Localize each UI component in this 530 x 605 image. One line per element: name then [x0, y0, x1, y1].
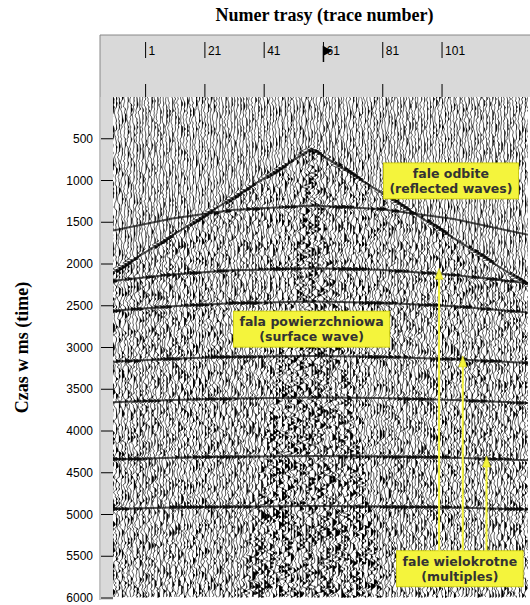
- seismic-event: [113, 456, 528, 460]
- x-tick: [442, 84, 443, 97]
- y-tick: [101, 472, 113, 473]
- ruler-edge: [100, 35, 101, 600]
- x-tick-label: 41: [267, 44, 281, 58]
- x-tick: [145, 84, 146, 97]
- x-tick: [145, 42, 146, 58]
- y-tick-label: 2500: [66, 299, 93, 313]
- annotation-box: [233, 311, 389, 347]
- annotation-arrow: [486, 464, 488, 551]
- ruler-edge: [100, 35, 530, 36]
- seismic-texture: [113, 97, 528, 598]
- background: [0, 0, 530, 605]
- trace-wiggle: [154, 97, 160, 597]
- x-tick: [204, 84, 205, 97]
- arrow-head: [483, 456, 491, 467]
- trace-wiggle: [209, 97, 218, 597]
- y-tick: [101, 138, 113, 139]
- source-flag: [323, 46, 330, 62]
- y-tick-label: 5000: [66, 508, 93, 522]
- y-tick: [101, 347, 113, 348]
- trace-wiggle: [201, 97, 209, 597]
- annotation-text: (multiples): [421, 569, 498, 584]
- trace-wiggle: [214, 97, 221, 597]
- y-tick: [101, 389, 113, 390]
- annotation-text: fale wielokrotne: [403, 554, 518, 569]
- trace-fill: [208, 97, 213, 598]
- seismic-event: [113, 268, 528, 283]
- y-tick: [101, 264, 113, 265]
- y-axis-extent: [96, 97, 97, 598]
- x-tick: [442, 42, 443, 58]
- annotation-text: (reflected waves): [389, 181, 512, 196]
- trace-fill: [163, 97, 168, 598]
- plot-area: [113, 97, 528, 598]
- y-tick-label: 4000: [66, 424, 93, 438]
- y-tick: [101, 514, 113, 515]
- y-tick-label: 6000: [66, 591, 93, 605]
- left-ruler: [101, 97, 113, 600]
- plot-background: [113, 97, 528, 598]
- annotation-text: fala powierzchniowa: [239, 314, 383, 329]
- annotation-text: (surface wave): [259, 329, 364, 344]
- annotation-arrow: [462, 364, 464, 551]
- y-tick: [101, 556, 113, 557]
- y-tick-label: 3500: [66, 382, 93, 396]
- y-axis-title: Czas w ms (time): [12, 282, 33, 413]
- x-tick: [382, 42, 383, 58]
- annotation-text: fale odbite: [413, 166, 489, 181]
- x-tick-label: 1: [149, 44, 156, 58]
- annotations: fale odbite(reflected waves) fala powierz…: [233, 163, 523, 587]
- x-tick: [264, 42, 265, 58]
- title: Numer trasy (trace number): [215, 5, 433, 26]
- seismic-event: [113, 149, 528, 285]
- x-tick-label: 81: [386, 44, 400, 58]
- seismic-event: [113, 356, 528, 363]
- x-tick: [323, 84, 324, 97]
- trace-wiggle: [146, 97, 153, 597]
- y-tick: [101, 180, 113, 181]
- trace-wiggle: [522, 97, 528, 597]
- trace-wiggle: [174, 97, 181, 597]
- y-tick-label: 1000: [66, 174, 93, 188]
- header-band: [100, 35, 530, 97]
- arrow-head: [459, 356, 467, 367]
- trace-wiggle: [149, 97, 154, 597]
- arrow-head: [435, 268, 443, 279]
- seismic-event: [113, 506, 528, 509]
- x-tick: [264, 84, 265, 97]
- y-tick: [101, 222, 113, 223]
- x-tick: [204, 42, 205, 58]
- x-tick-label: 101: [445, 44, 465, 58]
- x-tick-label: 21: [208, 44, 222, 58]
- y-tick-label: 1500: [66, 215, 93, 229]
- y-tick-label: 5500: [66, 549, 93, 563]
- seismic-event: [113, 398, 528, 403]
- annotation-arrow: [438, 276, 440, 551]
- trace-wiggle: [525, 97, 528, 597]
- figure: Numer trasy (trace number) Czas w ms (tim…: [0, 0, 530, 605]
- x-tick: [382, 84, 383, 97]
- y-tick-label: 500: [73, 132, 93, 146]
- y-tick: [101, 305, 113, 306]
- y-tick-label: 3000: [66, 341, 93, 355]
- y-tick: [101, 431, 113, 432]
- y-tick-label: 2000: [66, 257, 93, 271]
- y-tick-label: 4500: [66, 466, 93, 480]
- y-tick: [101, 598, 113, 599]
- annotation-box: [397, 551, 524, 587]
- annotation-box: [383, 163, 518, 199]
- seismic-event: [113, 206, 528, 235]
